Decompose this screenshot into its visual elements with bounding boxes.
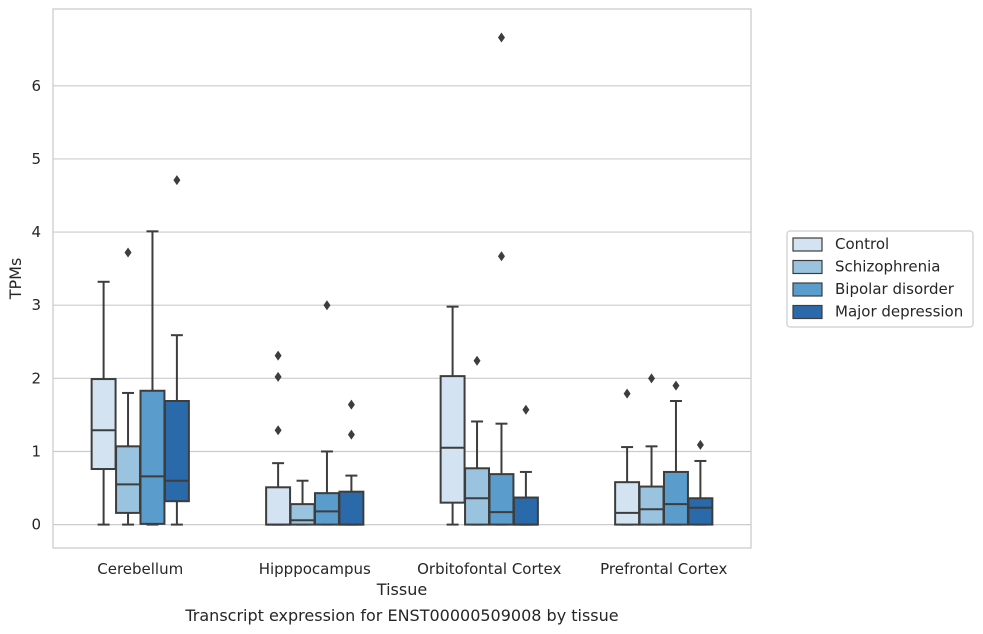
y-axis-label: TPMs <box>6 258 25 301</box>
x-tick-label: Prefrontal Cortex <box>600 560 727 578</box>
outlier-point <box>173 175 181 186</box>
iqr-box <box>90 378 117 471</box>
outlier-point <box>473 355 481 366</box>
box-2-3 <box>464 355 491 526</box>
outlier-point <box>274 350 282 361</box>
outlier-point <box>696 439 704 450</box>
box-3-1 <box>139 230 166 526</box>
iqr-box <box>265 486 292 526</box>
legend-swatch <box>792 282 823 297</box>
outlier-point <box>497 32 505 43</box>
box-1-1 <box>90 280 117 526</box>
box-2-4 <box>638 373 665 526</box>
plot-area <box>52 8 752 549</box>
iqr-box <box>139 389 166 525</box>
y-tick-label: 5 <box>31 150 41 168</box>
y-tick-label: 3 <box>31 296 41 314</box>
iqr-box <box>313 492 340 526</box>
box-4-4 <box>687 439 714 526</box>
iqr-box <box>638 485 665 526</box>
iqr-box <box>512 496 539 526</box>
boxes <box>90 32 714 526</box>
legend: Control Schizophrenia Bipolar disorder Majo… <box>786 230 974 328</box>
outlier-point <box>274 371 282 382</box>
legend-swatch <box>792 304 823 320</box>
box-1-2 <box>265 350 292 526</box>
box-4-3 <box>512 404 539 526</box>
iqr-box <box>614 481 641 526</box>
legend-label: Schizophrenia <box>835 258 940 276</box>
box-1-3 <box>439 305 466 526</box>
outlier-point <box>274 425 282 436</box>
outlier-point <box>672 380 680 391</box>
legend-swatch <box>792 237 823 252</box>
plot-frame <box>52 8 752 549</box>
box-4-1 <box>163 175 190 526</box>
iqr-box <box>338 490 365 526</box>
outlier-point <box>522 404 530 415</box>
iqr-box <box>163 400 190 503</box>
legend-swatch <box>792 259 823 275</box>
legend-frame <box>786 230 974 328</box>
legend-label: Control <box>835 235 889 253</box>
chart-title: Transcript expression for ENST0000050900… <box>184 606 618 625</box>
y-tick-label: 4 <box>31 223 41 241</box>
x-tick-label: Cerebellum <box>97 560 183 578</box>
outlier-point <box>347 429 355 440</box>
iqr-box <box>488 473 515 526</box>
iqr-box <box>687 497 714 526</box>
iqr-box <box>439 375 466 504</box>
x-tick-label: Hipppocampus <box>259 560 371 578</box>
y-tick-label: 0 <box>31 516 41 534</box>
iqr-box <box>662 470 689 526</box>
x-tick-labels: Cerebellum Hipppocampus Orbitofontal Corte… <box>97 560 727 578</box>
legend-items: Control Schizophrenia Bipolar disorder Majo… <box>792 235 963 321</box>
iqr-box <box>289 503 316 526</box>
outlier-point <box>323 300 331 311</box>
outlier-point <box>124 247 132 258</box>
y-tick-label: 1 <box>31 442 41 460</box>
iqr-box <box>464 467 491 526</box>
y-tick-labels: 0 1 2 3 4 5 6 <box>31 77 41 534</box>
outlier-point <box>623 388 631 399</box>
y-tick-label: 6 <box>31 77 41 95</box>
x-tick-label: Orbitofontal Cortex <box>417 560 561 578</box>
outlier-point <box>347 399 355 410</box>
outlier-point <box>497 251 505 262</box>
legend-label: Major depression <box>835 303 963 321</box>
outlier-point <box>648 373 656 384</box>
legend-label: Bipolar disorder <box>835 280 955 298</box>
x-axis-label: Tissue <box>376 580 427 599</box>
iqr-box <box>115 445 142 514</box>
y-tick-label: 2 <box>31 369 41 387</box>
box-4-2 <box>338 399 365 526</box>
